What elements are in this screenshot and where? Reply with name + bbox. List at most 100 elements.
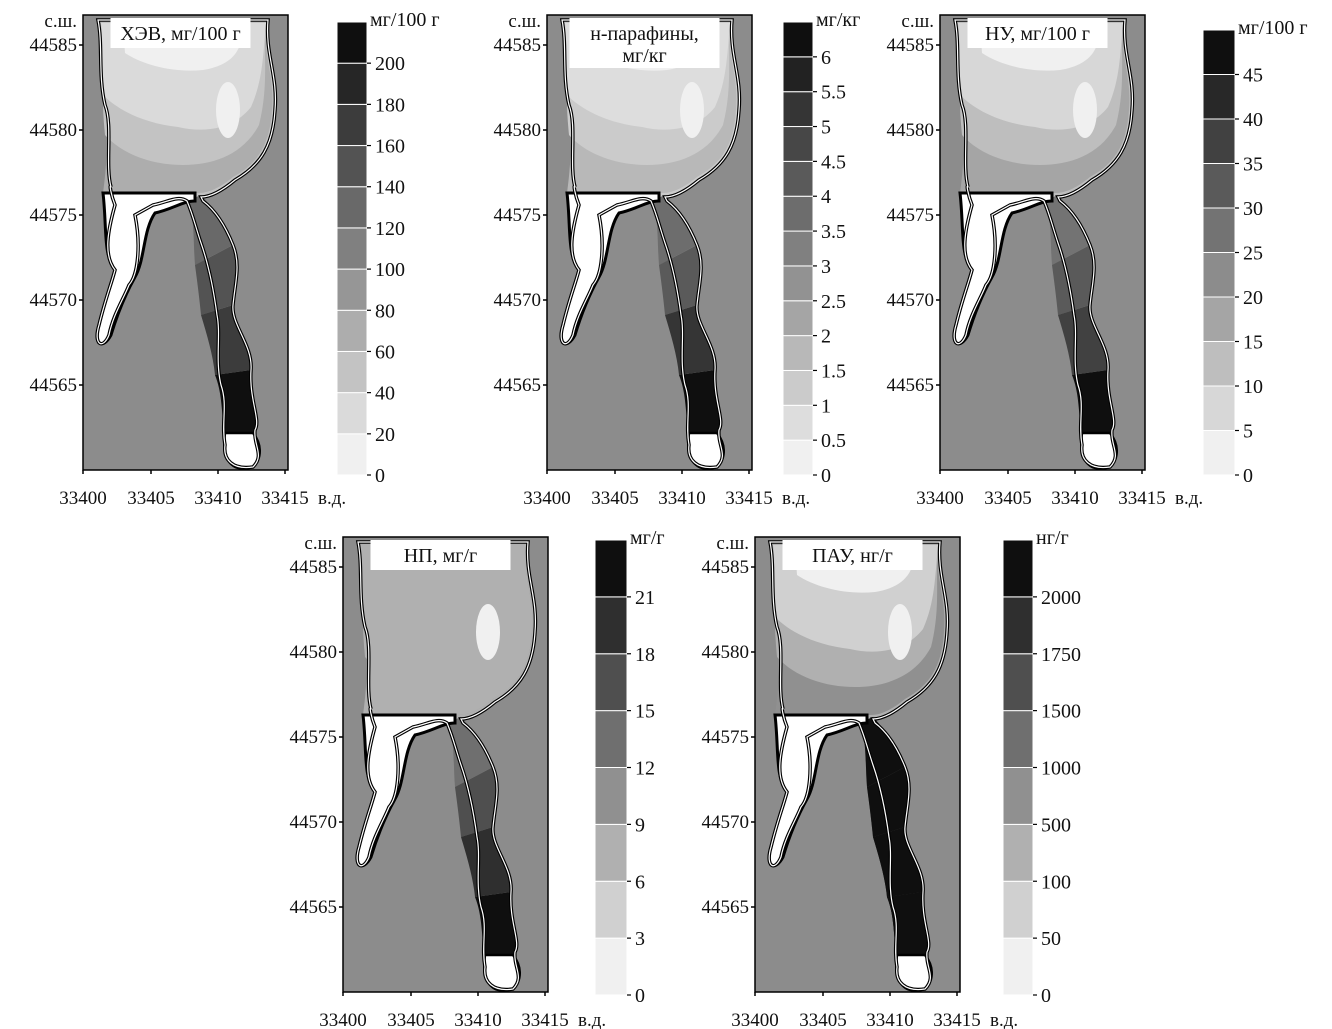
legend-level-label: 0 [1243,465,1253,487]
map-panel-n-paraffins: н-парафины,мг/кг 44585 44580 44575 44570 4456… [494,11,811,509]
y-tick-label: 44580 [30,120,78,141]
legend-swatch [336,62,368,105]
legend-swatch [782,126,814,162]
legend-swatch [336,268,368,311]
legend-level-label: 60 [375,341,395,363]
map-title: ХЭВ, мг/100 г [120,23,240,45]
legend-level-label: 5 [1243,421,1253,443]
legend-level-label: 1500 [1041,701,1081,723]
y-tick-label: 44565 [494,375,542,396]
lon-axis-label: в.д. [990,1010,1018,1029]
legend-swatch [594,596,628,655]
y-tick-label: 44585 [494,35,542,56]
legend-level-label: 20 [375,424,395,446]
channel-zones [187,195,257,433]
legend-swatch [594,823,628,882]
lat-axis-label: с.ш. [901,11,934,32]
x-tick-label: 33415 [521,1010,569,1029]
legend-level-label: 500 [1041,814,1071,836]
x-tick-label: 33400 [731,1010,779,1029]
legend-swatch [782,21,814,58]
lon-axis-label: в.д. [318,488,346,509]
legend-swatch [782,369,814,406]
basin-zones [101,23,273,193]
y-tick-label: 44585 [702,557,750,578]
map-panel-pau: ПАУ, нг/г 44585 44580 44575 44570 44565 с.ш. 33… [702,533,1019,1029]
legend-swatch [1002,767,1034,825]
legend-swatch [782,195,814,232]
y-tick-label: 44565 [30,375,78,396]
legend-swatch [594,710,628,768]
x-tick-label: 33410 [1051,488,1099,509]
x-tick-label: 33400 [916,488,964,509]
x-tick-label: 33405 [984,488,1032,509]
legend-level-label: 2 [821,326,831,348]
legend-swatch [782,335,814,371]
x-tick-label: 33415 [261,488,309,509]
legend-swatch [1002,653,1034,712]
legend-level-label: 2.5 [821,291,846,313]
legend-level-label: 3 [635,928,645,950]
y-tick-label: 44575 [494,205,542,226]
y-tick-label: 44575 [290,727,338,748]
legend-swatch [1202,385,1236,431]
x-tick-label: 33410 [194,488,242,509]
map-title: мг/кг [622,45,666,67]
map-frame [939,14,1146,471]
legend-level-label: 15 [635,701,655,723]
x-tick-label: 33410 [658,488,706,509]
legend-level-label: 0 [821,465,831,487]
legend-swatch [1202,118,1236,164]
y-tick-label: 44580 [494,120,542,141]
map-title: ПАУ, нг/г [812,545,893,567]
legend-swatch [1002,710,1034,768]
map-frame [342,536,549,993]
y-tick-label: 44575 [887,205,935,226]
basin-zones [773,545,945,715]
x-tick-label: 33410 [454,1010,502,1029]
legend-level-label: 80 [375,300,395,322]
lat-axis-label: с.ш. [508,11,541,32]
legend-level-label: 4.5 [821,151,846,173]
legend-level-label: 140 [375,177,405,199]
y-tick-label: 44565 [702,897,750,918]
legend-swatch [336,392,368,435]
legend-swatch [336,350,368,394]
legend-swatch [1002,539,1034,598]
legend-level-label: 0 [1041,985,1051,1007]
map-frame [546,14,753,471]
legend-n-paraffins: 0 0.5 1 1.5 2 2.5 3 3.5 4 4.5 5 5.5 6 мг/кг [782,9,860,487]
lat-axis-label: с.ш. [44,11,77,32]
legend-level-label: 160 [375,136,405,158]
map-title-box [370,540,511,570]
legend-level-label: 0 [375,465,385,487]
map-title: НП, мг/г [404,545,478,567]
basin-zones [958,23,1130,193]
x-tick-label: 33405 [387,1010,435,1029]
y-tick-label: 44575 [702,727,750,748]
lat-axis-label: с.ш. [716,533,749,554]
y-tick-label: 44585 [887,35,935,56]
legend-level-label: 50 [1041,928,1061,950]
legend-swatch [336,433,368,476]
legend-level-label: 1000 [1041,758,1081,780]
legend-level-label: 4 [821,186,831,208]
y-tick-label: 44585 [30,35,78,56]
legend-swatch [782,160,814,197]
legend-level-label: 9 [635,814,645,836]
legend-unit: мг/100 г [1238,17,1308,39]
legend-swatch [336,309,368,352]
legend-swatch [1202,430,1236,476]
map-title-box [110,18,251,48]
legend-swatch [782,230,814,267]
legend-level-label: 180 [375,94,405,116]
legend-swatch [1202,163,1236,209]
legend-level-label: 0 [635,985,645,1007]
legend-swatch [1002,596,1034,655]
legend-level-label: 100 [1041,871,1071,893]
legend-level-label: 12 [635,758,655,780]
map-panel-nu: НУ, мг/100 г 44585 44580 44575 44570 44565 с.ш… [887,11,1204,509]
legend-swatch [782,56,814,93]
legend-swatch [1202,74,1236,120]
